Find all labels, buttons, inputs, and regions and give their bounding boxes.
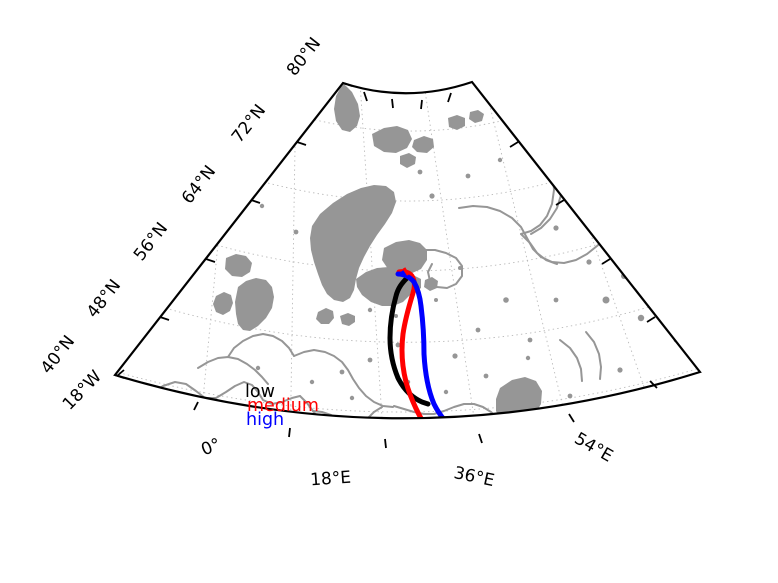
lat-label-64n: 64°N bbox=[178, 162, 220, 208]
lon-label-36e: 36°E bbox=[452, 463, 496, 491]
lon-label-54e: 54°E bbox=[571, 429, 616, 467]
lat-label-72n: 72°N bbox=[228, 101, 270, 147]
lat-label-56n: 56°N bbox=[130, 219, 172, 265]
lon-label-18e: 18°E bbox=[310, 468, 352, 491]
trajectory-origin-markers bbox=[400, 267, 410, 278]
trajectory-medium bbox=[396, 269, 438, 419]
legend-label-high: high bbox=[246, 410, 285, 430]
ticks-right bbox=[509, 141, 656, 323]
legend-label-medium: medium bbox=[247, 396, 319, 416]
ticks-bottom bbox=[116, 369, 658, 449]
trajectory-high bbox=[395, 271, 464, 419]
lat-label-48n: 48°N bbox=[83, 276, 125, 322]
map-frame bbox=[113, 80, 702, 420]
lat-label-40n: 40°N bbox=[37, 332, 79, 378]
ticks-top bbox=[363, 91, 452, 110]
ticks-left bbox=[114, 82, 353, 379]
lon-label-0: 0° bbox=[198, 434, 223, 460]
lat-label-80n: 80°N bbox=[283, 34, 325, 80]
lon-label-18w: 18°W bbox=[59, 367, 106, 415]
legend-label-low: low bbox=[245, 382, 275, 402]
